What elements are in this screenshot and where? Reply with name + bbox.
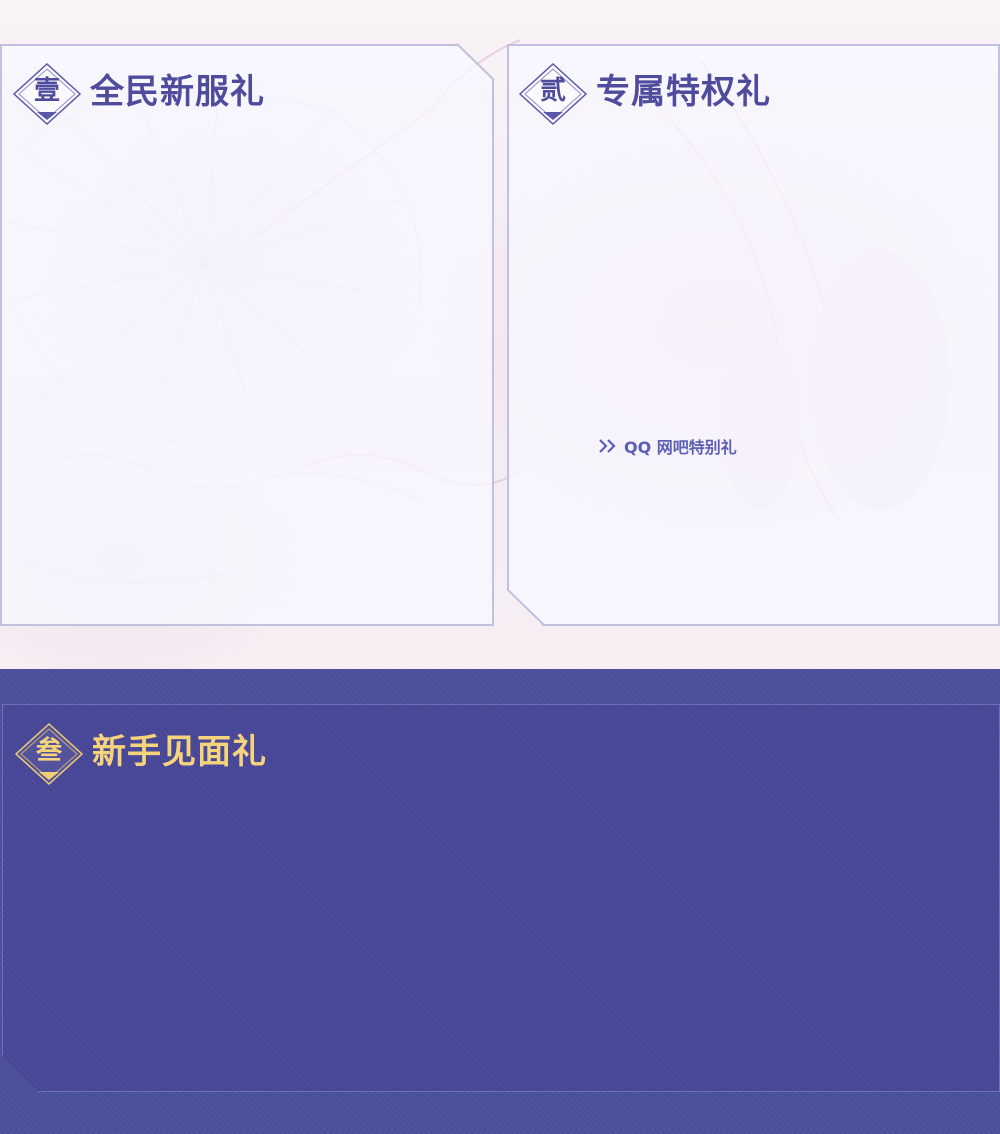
section-heading-1: 壹 全民新服礼 [12, 62, 265, 126]
card-corner-accent [456, 43, 495, 81]
exclusive-privilege-gift-card [507, 44, 1000, 626]
section-heading-2: 贰 专属特权礼 [518, 62, 771, 126]
badge-character: 壹 [33, 76, 60, 106]
diamond-badge-icon [12, 62, 82, 126]
new-server-gift-card [0, 44, 494, 626]
newbie-gift-card [2, 704, 1000, 1092]
double-chevron-right-icon [599, 439, 616, 453]
badge-character: 叁 [35, 736, 62, 766]
section-heading-3: 叁 新手见面礼 [14, 722, 267, 786]
section-title: 新手见面礼 [92, 731, 267, 772]
diamond-badge-icon [14, 722, 84, 786]
section-number-badge: 叁 [14, 722, 84, 786]
qq-link-label: QQ 网吧特别礼 [624, 438, 737, 457]
card-corner-accent [506, 588, 545, 626]
diamond-badge-icon [518, 62, 588, 126]
qq-internet-cafe-gift-link[interactable]: QQ 网吧特别礼 [598, 434, 737, 458]
section-title: 专属特权礼 [596, 71, 771, 112]
section-number-badge: 壹 [12, 62, 82, 126]
section-title: 全民新服礼 [90, 71, 265, 112]
badge-character: 贰 [539, 76, 566, 106]
section-number-badge: 贰 [518, 62, 588, 126]
